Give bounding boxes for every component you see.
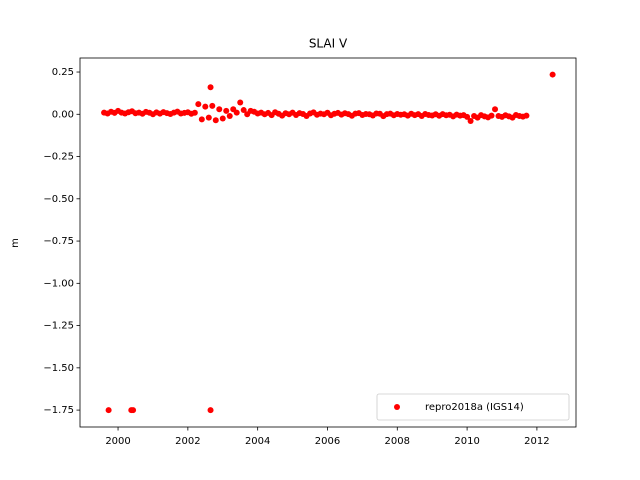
plot-area <box>101 71 556 414</box>
point <box>130 407 137 414</box>
point <box>549 71 556 78</box>
point <box>195 101 202 108</box>
point <box>488 112 495 119</box>
point <box>105 407 112 414</box>
y-tick-label: −1.25 <box>43 321 74 332</box>
y-axis-label: m <box>10 238 21 248</box>
point <box>492 106 499 113</box>
x-tick-label: 2002 <box>175 436 200 447</box>
x-tick-label: 2006 <box>315 436 340 447</box>
y-tick-label: −1.00 <box>43 278 74 289</box>
y-tick-label: −0.50 <box>43 194 74 205</box>
y-tick-label: −1.75 <box>43 405 74 416</box>
axes-frame <box>79 57 577 428</box>
point <box>205 114 212 121</box>
point <box>219 115 226 122</box>
legend-label: repro2018a (IGS14) <box>425 402 524 413</box>
point <box>209 102 216 109</box>
point <box>240 107 247 114</box>
point <box>523 112 530 119</box>
x-tick-label: 2008 <box>385 436 410 447</box>
y-tick-label: −0.25 <box>43 152 74 163</box>
y-tick-label: −1.50 <box>43 363 74 374</box>
x-tick-label: 2010 <box>454 436 479 447</box>
x-tick-label: 2012 <box>524 436 549 447</box>
point <box>207 84 214 91</box>
point <box>216 106 223 113</box>
point <box>237 99 244 106</box>
point <box>467 118 474 125</box>
legend-marker <box>394 404 400 410</box>
y-tick-label: −0.75 <box>43 236 74 247</box>
point <box>198 116 205 123</box>
y-tick-label: 0.00 <box>52 109 74 120</box>
y-tick-label: 0.25 <box>52 67 74 78</box>
point <box>233 109 240 116</box>
point <box>223 107 230 114</box>
x-tick-label: 2000 <box>105 436 130 447</box>
point <box>191 109 198 116</box>
point <box>207 407 214 414</box>
point <box>226 112 233 119</box>
point <box>464 113 471 120</box>
chart-title: SLAI V <box>309 37 348 51</box>
point <box>212 117 219 124</box>
legend-box <box>376 393 570 421</box>
point <box>202 103 209 110</box>
x-tick-label: 2004 <box>245 436 270 447</box>
